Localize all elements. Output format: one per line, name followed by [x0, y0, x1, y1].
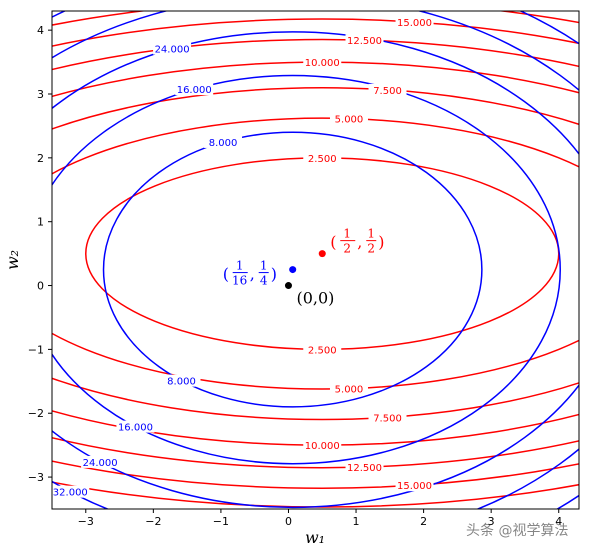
contour-line	[52, 38, 579, 469]
point-label-blue: (116, 14)	[223, 259, 277, 288]
contour-label: 12.500	[347, 36, 382, 47]
x-tick-label: 0	[285, 515, 292, 528]
point-label-red: (12, 12)	[330, 227, 384, 256]
contour-label-bg	[81, 455, 120, 468]
contour-label: 10.000	[305, 58, 340, 69]
contour-label: 24.000	[155, 45, 190, 56]
contour-label-bg	[329, 382, 368, 395]
point-marker	[289, 266, 297, 274]
contour-label-bg	[303, 151, 342, 164]
contour-label: 15.000	[397, 481, 432, 492]
contour-label: 12.500	[347, 463, 382, 474]
y-tick-label: 1	[37, 216, 44, 229]
contour-label: 16.000	[177, 85, 212, 96]
contour-label-bg	[329, 112, 368, 125]
contour-label-bg	[162, 374, 201, 387]
contour-label-bg	[303, 56, 342, 69]
contour-label-bg	[52, 485, 90, 498]
contour-label-bg	[303, 439, 342, 452]
y-tick-label: −2	[28, 407, 44, 420]
point-label-origin: (0,0)	[296, 289, 334, 308]
x-axis-ticks: −3 −2 −1 0 1 2 3 4	[78, 509, 562, 528]
x-tick-label: −1	[213, 515, 229, 528]
contour-label: 7.500	[373, 86, 402, 97]
contour-line	[52, 18, 579, 489]
contour-line	[52, 74, 561, 465]
denominator-2: 2	[367, 242, 375, 256]
contour-line	[52, 117, 579, 390]
x-tick-label: 1	[353, 515, 360, 528]
paren-open: (	[330, 233, 336, 252]
y-tick-label: 4	[37, 24, 44, 37]
watermark: 头条 @视学算法	[466, 523, 569, 539]
contour-line	[52, 61, 579, 446]
y-tick-label: −1	[28, 343, 44, 356]
contour-label: 2.500	[308, 345, 337, 356]
denominator-1: 2	[343, 242, 351, 256]
contour-label-bg	[368, 83, 407, 96]
denominator-1: 16	[232, 274, 247, 288]
contour-label-bg	[175, 83, 214, 96]
numerator-1: 1	[343, 227, 351, 241]
contour-label-bg	[153, 42, 192, 55]
contour-label: 8.000	[209, 138, 238, 149]
paren-close: )	[271, 265, 277, 284]
comma: ,	[357, 233, 362, 252]
x-tick-label: 3	[488, 515, 495, 528]
paren-open: (	[223, 265, 229, 284]
y-axis-label: w₂	[3, 250, 22, 270]
y-axis-ticks: −3 −2 −1 0 1 2 3 4	[28, 24, 52, 484]
contour-label-bg	[368, 411, 407, 424]
comma: ,	[250, 265, 255, 284]
contour-label: 16.000	[118, 423, 153, 434]
point-marker	[318, 250, 326, 258]
y-tick-label: 3	[37, 88, 44, 101]
contour-label: 32.000	[53, 488, 88, 499]
x-tick-label: 2	[420, 515, 427, 528]
contour-line	[102, 131, 483, 408]
contour-label: 7.500	[373, 413, 402, 424]
contour-label: 24.000	[83, 458, 118, 469]
plot-frame	[51, 10, 580, 510]
contour-label: 2.500	[308, 154, 337, 165]
contour-label-bg	[395, 16, 434, 29]
marked-points: (0,0)(116, 14)(12, 12)	[223, 227, 385, 308]
contour-label-bg	[395, 479, 434, 492]
contour-line	[52, 31, 579, 509]
x-tick-label: 4	[555, 515, 562, 528]
contour-label: 10.000	[305, 441, 340, 452]
contour-label-bg	[116, 420, 155, 433]
y-tick-label: 0	[37, 280, 44, 293]
y-tick-label: 2	[37, 152, 44, 165]
contour-line	[52, 87, 579, 421]
x-tick-label: −3	[78, 515, 94, 528]
numerator-2: 1	[260, 259, 268, 273]
x-axis-label: w₁	[305, 528, 325, 547]
contour-label: 8.000	[167, 377, 196, 388]
contour-label-bg	[303, 343, 342, 356]
y-tick-label: −3	[28, 471, 44, 484]
contour-labels: 2.500 2.500 5.000 5.000 7.500 7.500 10.000 10.0…	[52, 16, 434, 499]
contour-label: 5.000	[335, 115, 364, 126]
numerator-2: 1	[367, 227, 375, 241]
paren-close: )	[378, 233, 384, 252]
contour-label-bg	[345, 461, 384, 474]
contour-label: 5.000	[335, 385, 364, 396]
contour-label-bg	[204, 135, 243, 148]
point-marker	[284, 282, 292, 290]
contour-label-bg	[345, 34, 384, 47]
contour-label: 15.000	[397, 18, 432, 29]
numerator-1: 1	[236, 259, 244, 273]
x-tick-label: −2	[145, 515, 161, 528]
denominator-2: 4	[260, 274, 268, 288]
